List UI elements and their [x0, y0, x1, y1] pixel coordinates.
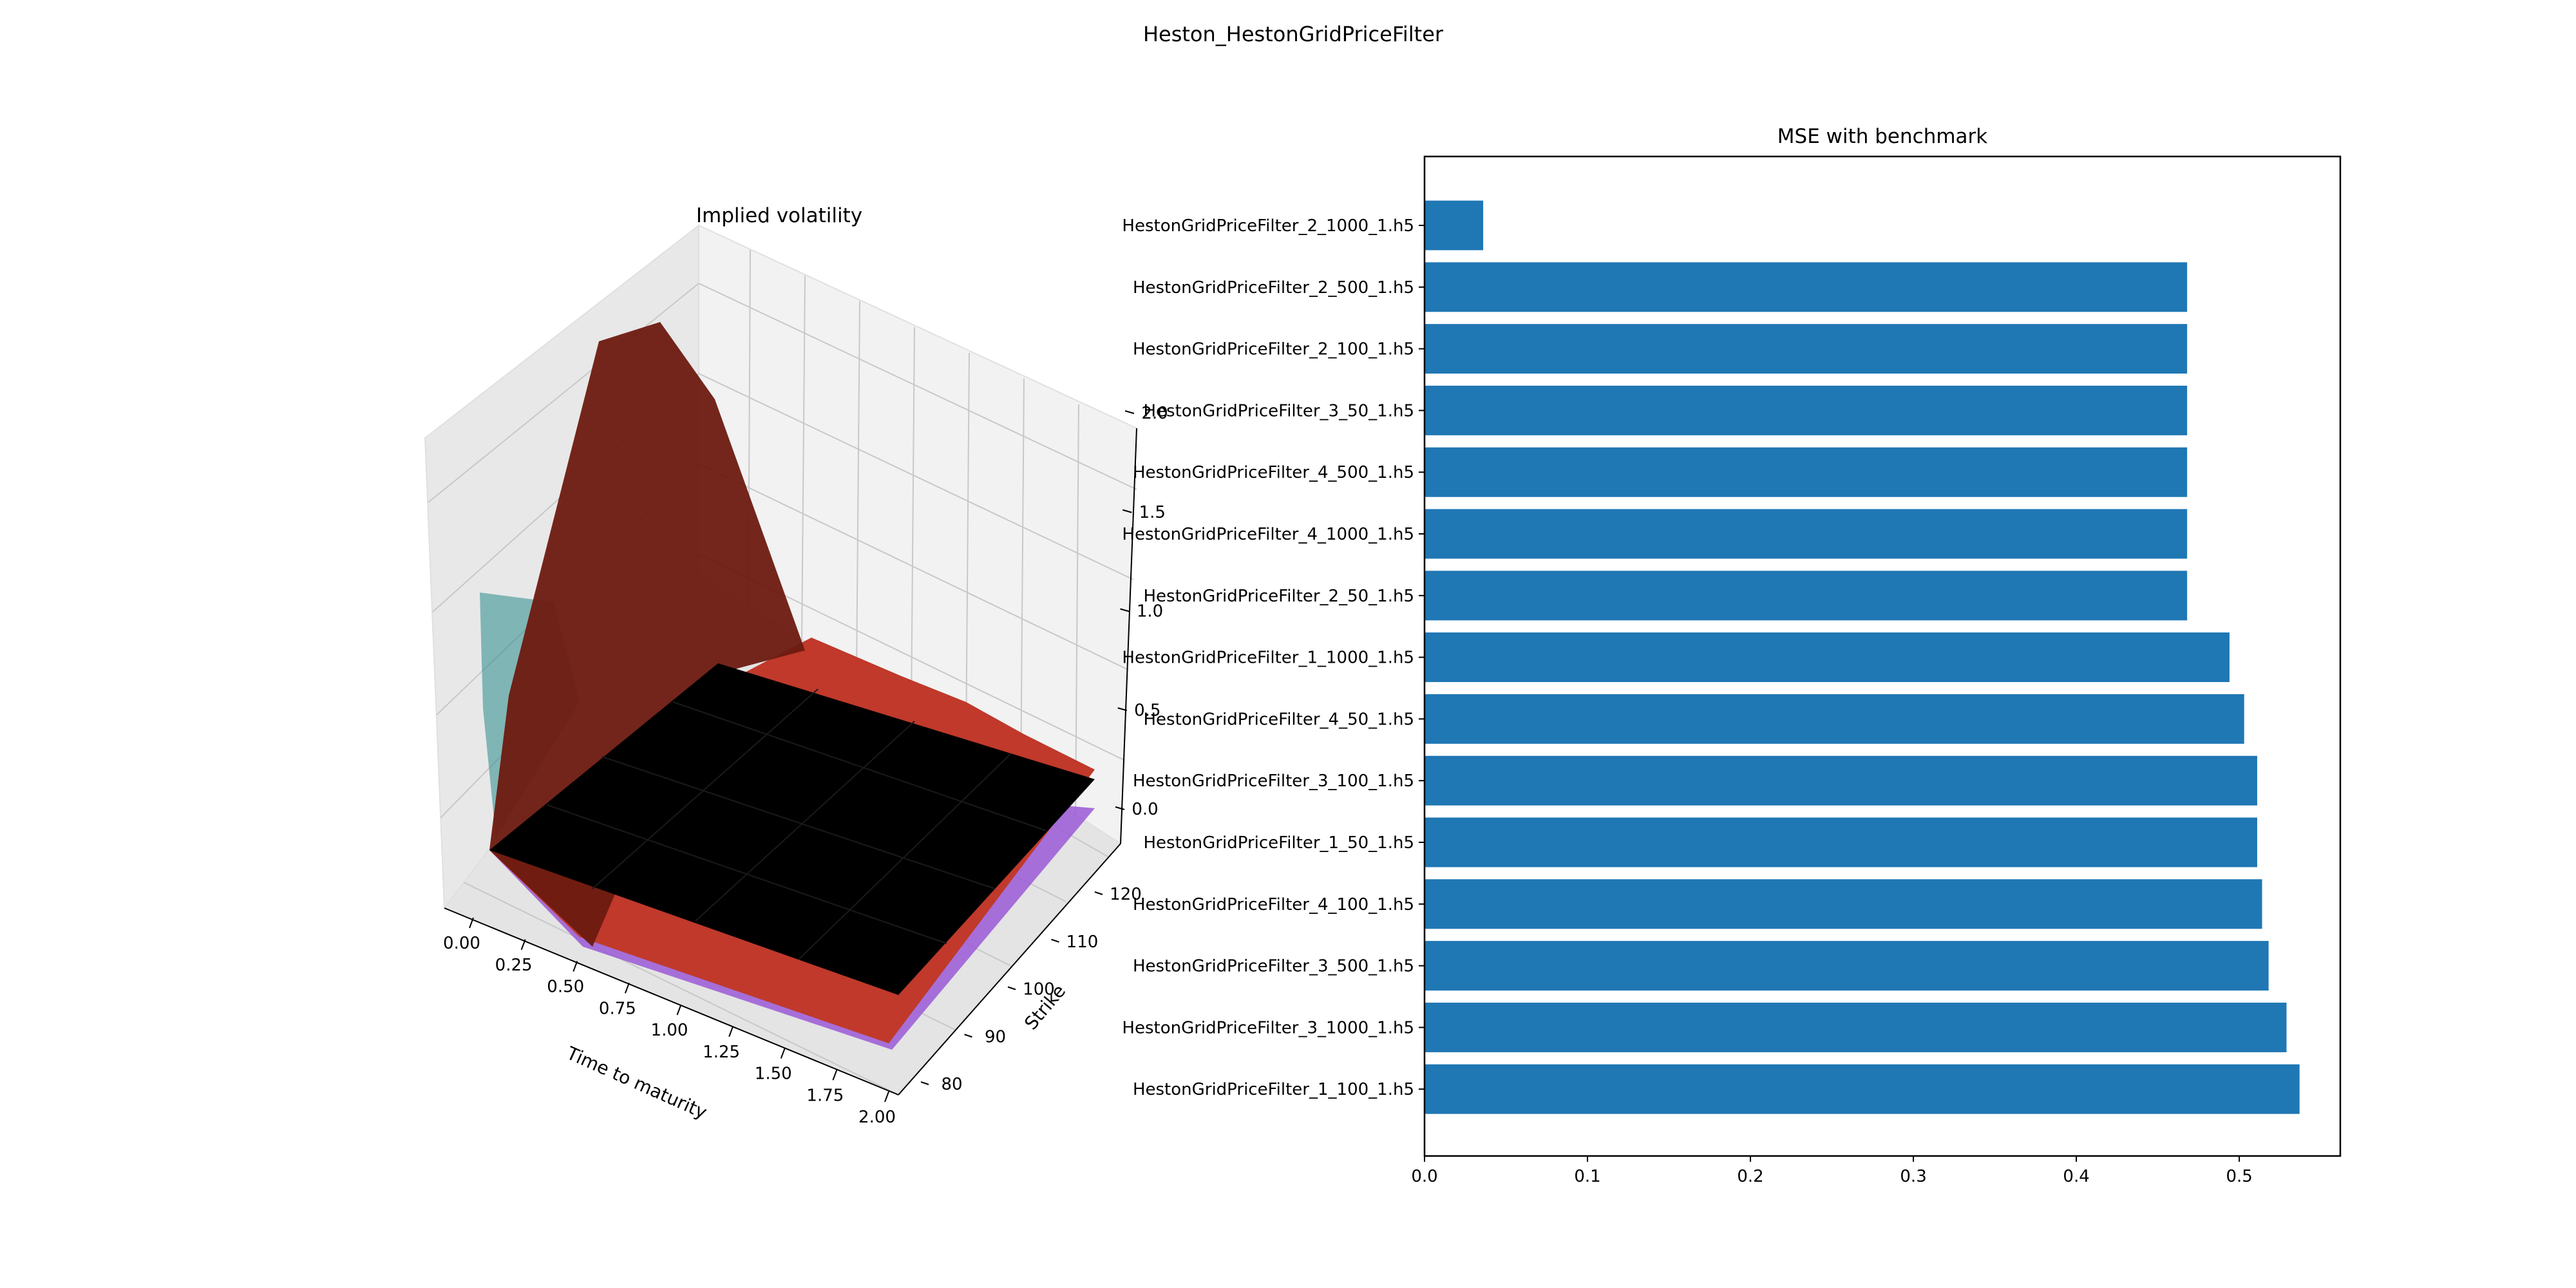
implied-volatility-title: Implied volatility — [696, 204, 862, 227]
x-tick-mark — [573, 961, 578, 972]
y-tick-mark — [964, 1034, 972, 1038]
category-label: HestonGridPriceFilter_4_50_1.h5 — [1143, 710, 1414, 729]
x-tick-label: 0.00 — [443, 934, 480, 953]
x-tick-mark — [520, 939, 526, 951]
y-tick-label: 110 — [1066, 933, 1099, 952]
y-tick-label: 100 — [1023, 980, 1055, 999]
x-tick-label: 0.50 — [547, 978, 584, 997]
x-tick-mark — [469, 917, 474, 929]
x-tick-label: 0.4 — [2063, 1167, 2089, 1186]
category-label: HestonGridPriceFilter_3_100_1.h5 — [1133, 772, 1414, 791]
category-label: HestonGridPriceFilter_1_100_1.h5 — [1133, 1080, 1414, 1099]
bar — [1425, 200, 1484, 251]
category-label: HestonGridPriceFilter_1_1000_1.h5 — [1122, 649, 1414, 668]
y-tick-label: 80 — [941, 1075, 962, 1094]
black-surface-mesh — [547, 688, 1047, 960]
bar — [1425, 1002, 2287, 1052]
bar — [1425, 262, 2188, 312]
z-tick-label: 0.0 — [1132, 800, 1158, 819]
x-axis-label: Time to maturity — [563, 1042, 710, 1123]
y-axis-line — [898, 843, 1121, 1095]
bar — [1425, 817, 2257, 867]
bar — [1425, 571, 2188, 621]
x-tick-label: 0.75 — [599, 999, 636, 1018]
z-tick-mark — [1117, 707, 1128, 712]
bar — [1425, 447, 2188, 497]
y-tick-mark — [1007, 986, 1016, 990]
bar — [1425, 1064, 2300, 1114]
z-tick-label: 2.0 — [1141, 404, 1168, 423]
y-tick-mark — [1094, 891, 1103, 895]
x-tick-label: 0.0 — [1411, 1167, 1437, 1186]
x-tick-mark — [728, 1026, 734, 1037]
x-tick-mark — [624, 982, 630, 994]
x-axis-line — [444, 907, 899, 1095]
y-tick-mark — [920, 1081, 929, 1085]
figure-suptitle: Heston_HestonGridPriceFilter — [1143, 22, 1444, 46]
x-tick-label: 1.75 — [806, 1086, 844, 1105]
category-label: HestonGridPriceFilter_2_500_1.h5 — [1133, 278, 1414, 298]
z-tick-label: 1.0 — [1137, 602, 1163, 621]
y-tick-label: 90 — [985, 1027, 1006, 1046]
x-tick-label: 2.00 — [858, 1108, 896, 1127]
category-labels: HestonGridPriceFilter_2_1000_1.h5 HestonG… — [1122, 216, 1425, 1099]
z-tick-label: 1.5 — [1139, 503, 1166, 522]
x-tick-label: 0.25 — [495, 956, 533, 975]
bar — [1425, 632, 2230, 683]
x-tick-label: 0.2 — [1737, 1167, 1763, 1186]
x-tick-label: 1.50 — [755, 1065, 792, 1084]
z-axis-line — [1120, 428, 1137, 844]
category-label: HestonGridPriceFilter_2_100_1.h5 — [1133, 340, 1414, 359]
bar-plot-frame — [1423, 155, 2342, 1157]
bar — [1425, 694, 2244, 744]
bar — [1425, 879, 2262, 929]
z-tick-mark — [1115, 806, 1125, 810]
x-tick-label: 0.3 — [1900, 1167, 1926, 1186]
category-label: HestonGridPriceFilter_1_50_1.h5 — [1143, 833, 1414, 853]
category-label: HestonGridPriceFilter_3_1000_1.h5 — [1122, 1018, 1414, 1037]
category-label: HestonGridPriceFilter_3_50_1.h5 — [1143, 401, 1414, 421]
bar — [1425, 755, 2257, 806]
z-tick-mark — [1122, 509, 1132, 513]
bar — [1425, 941, 2269, 991]
y-tick-mark — [1051, 938, 1059, 943]
z-tick-mark — [1124, 410, 1135, 414]
x-tick-label: 1.00 — [651, 1021, 688, 1040]
category-label: HestonGridPriceFilter_4_1000_1.h5 — [1122, 525, 1414, 544]
category-label: HestonGridPriceFilter_4_500_1.h5 — [1133, 463, 1414, 482]
x-tick-mark — [832, 1069, 838, 1081]
bar — [1425, 385, 2188, 435]
z-axis-ticks: 0.0 0.5 1.0 1.5 2.0 — [1115, 404, 1168, 819]
x-tick-mark — [676, 1004, 682, 1016]
implied-volatility-chart: Implied volatility — [424, 204, 1168, 1127]
category-label: HestonGridPriceFilter_3_500_1.h5 — [1133, 957, 1414, 976]
x-tick-label: 1.25 — [703, 1043, 740, 1062]
z-tick-mark — [1120, 608, 1130, 612]
category-label: HestonGridPriceFilter_2_50_1.h5 — [1143, 587, 1414, 606]
x-tick-label: 0.5 — [2226, 1167, 2252, 1186]
category-label: HestonGridPriceFilter_2_1000_1.h5 — [1122, 216, 1414, 236]
x-axis-ticks: 0.00 0.25 0.50 0.75 1.00 1.25 1.50 1.75 2.00 — [443, 917, 896, 1127]
x-tick-mark — [780, 1048, 786, 1059]
y-axis-ticks: 80 90 100 110 120 — [920, 885, 1142, 1094]
mse-bar-chart: MSE with benchmark HestonGridPriceFilter… — [1122, 125, 2342, 1186]
y-tick-label: 120 — [1110, 885, 1142, 904]
category-label: HestonGridPriceFilter_4_100_1.h5 — [1133, 895, 1414, 914]
black-surface — [489, 663, 1095, 995]
x-tick-mark — [884, 1091, 889, 1103]
z-tick-label: 0.5 — [1134, 701, 1160, 720]
x-tick-label: 0.1 — [1574, 1167, 1600, 1186]
bar — [1425, 509, 2188, 559]
x-ticks: 0.0 0.1 0.2 0.3 0.4 0.5 — [1411, 1156, 2253, 1186]
mse-chart-title: MSE with benchmark — [1777, 125, 1988, 148]
bars — [1425, 200, 2300, 1114]
bar — [1425, 324, 2188, 374]
